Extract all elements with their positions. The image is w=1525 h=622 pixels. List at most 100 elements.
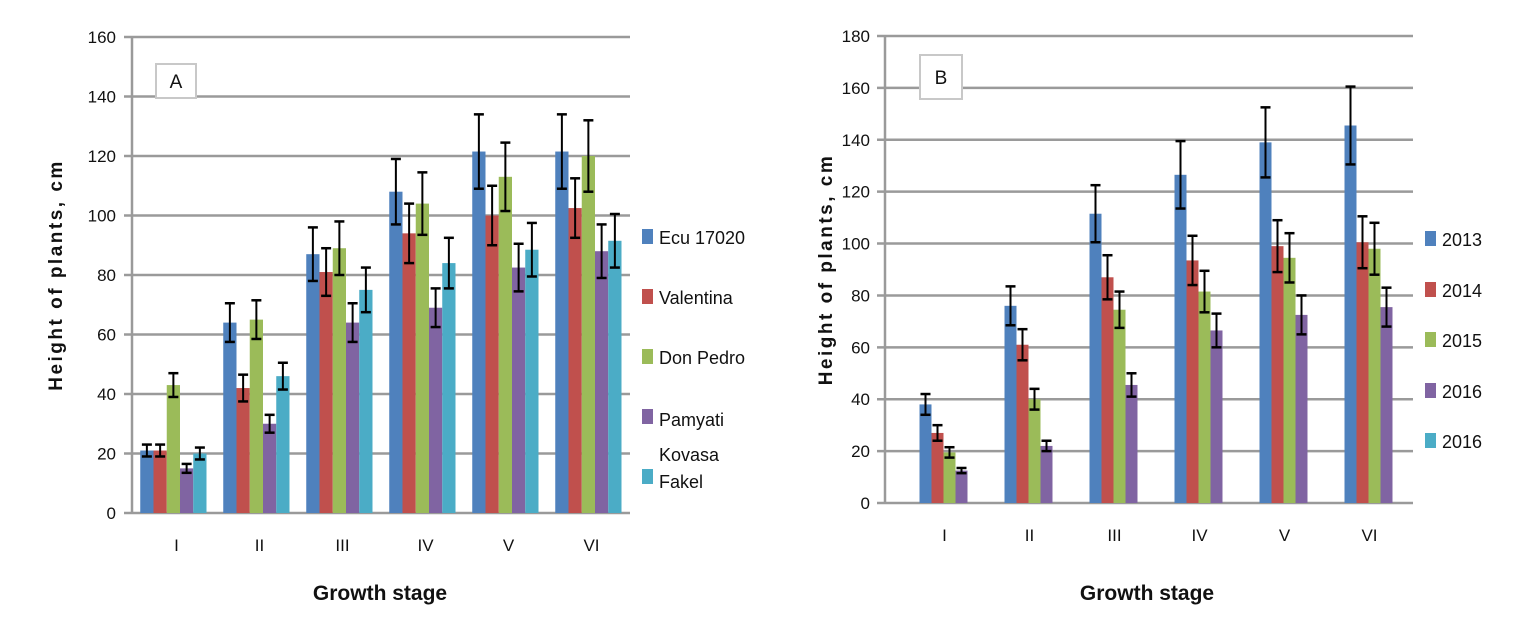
bar — [1101, 277, 1114, 503]
legend-label: Valentina — [659, 288, 734, 308]
legend-label: Fakel — [659, 472, 703, 492]
bar — [276, 376, 290, 513]
bar — [525, 249, 539, 513]
bar — [485, 215, 499, 513]
legend-swatch — [642, 349, 653, 364]
legend-label: 2016 — [1442, 382, 1482, 402]
legend-swatch — [642, 409, 653, 424]
legend-label: Pamyati — [659, 410, 724, 430]
bar — [153, 450, 167, 513]
bar — [223, 322, 237, 513]
bar — [1113, 309, 1126, 503]
y-tick-label: 160 — [88, 28, 116, 47]
y-tick-label: 60 — [851, 338, 870, 357]
panel-label: A — [170, 72, 183, 93]
bar — [415, 203, 429, 513]
bar — [1186, 260, 1199, 503]
legend-swatch — [1425, 282, 1436, 297]
legend-swatch — [1425, 433, 1436, 448]
panel-label: B — [935, 68, 948, 89]
bar — [1283, 257, 1296, 503]
y-tick-label: 20 — [851, 442, 870, 461]
bar — [193, 453, 207, 513]
bar — [943, 452, 956, 503]
y-tick-label: 0 — [861, 494, 870, 513]
bar — [1380, 307, 1393, 503]
bar — [581, 156, 595, 513]
y-tick-label: 80 — [97, 266, 116, 285]
legend-swatch — [642, 469, 653, 484]
bar — [263, 423, 277, 513]
y-axis-title: Height of plants, cm — [816, 154, 837, 386]
y-tick-label: 180 — [842, 27, 870, 46]
y-tick-label: 40 — [97, 385, 116, 404]
x-tick-label: I — [942, 526, 947, 545]
y-tick-label: 20 — [97, 445, 116, 464]
legend-swatch — [1425, 383, 1436, 398]
bar — [1028, 399, 1041, 503]
bar — [346, 322, 360, 513]
bar — [1198, 291, 1211, 503]
x-tick-label: VI — [1361, 526, 1377, 545]
x-tick-label: III — [1107, 526, 1121, 545]
x-tick-label: V — [503, 536, 515, 555]
y-tick-label: 140 — [842, 131, 870, 150]
bar — [180, 468, 194, 513]
x-tick-label: IV — [417, 536, 434, 555]
y-tick-label: 120 — [88, 147, 116, 166]
bar — [1271, 246, 1284, 503]
x-tick-label: III — [335, 536, 349, 555]
x-axis-title: Growth stage — [313, 582, 447, 605]
y-tick-label: 0 — [107, 504, 116, 523]
bar — [595, 251, 609, 513]
y-tick-label: 100 — [88, 207, 116, 226]
bar — [306, 254, 320, 514]
y-tick-label: 140 — [88, 88, 116, 107]
bar — [608, 240, 622, 513]
panel-label-box — [919, 54, 963, 100]
bar — [166, 385, 180, 513]
bar — [236, 388, 250, 513]
bar — [359, 289, 373, 513]
x-tick-label: IV — [1191, 526, 1208, 545]
y-tick-label: 60 — [97, 326, 116, 345]
panel-label-box — [155, 63, 197, 99]
bar — [402, 233, 416, 513]
x-tick-label: V — [1279, 526, 1291, 545]
bar — [568, 208, 582, 513]
x-tick-label: VI — [583, 536, 599, 555]
bar — [512, 267, 526, 513]
bar — [1344, 125, 1357, 503]
bar — [1210, 330, 1223, 503]
bar — [1016, 344, 1029, 503]
bar — [442, 263, 456, 513]
bar — [140, 450, 154, 513]
x-tick-label: II — [1025, 526, 1034, 545]
x-tick-label: I — [174, 536, 179, 555]
bar — [1125, 384, 1138, 503]
legend-label: 2013 — [1442, 230, 1482, 250]
y-axis-title: Height of plants, cm — [46, 159, 67, 391]
legend-label: Kovasa — [659, 445, 720, 465]
bar — [1040, 445, 1053, 503]
legend-label: 2014 — [1442, 281, 1482, 301]
y-tick-label: 40 — [851, 390, 870, 409]
legend-swatch — [642, 229, 653, 244]
legend-label: 2015 — [1442, 331, 1482, 351]
legend-label: Ecu 17020 — [659, 228, 745, 248]
bar — [1089, 213, 1102, 503]
bar — [472, 151, 486, 513]
y-tick-label: 160 — [842, 79, 870, 98]
bar — [389, 191, 403, 513]
y-tick-label: 100 — [842, 235, 870, 254]
bar — [498, 176, 512, 513]
legend-label: 2016 — [1442, 432, 1482, 452]
legend-swatch — [642, 289, 653, 304]
bar — [919, 404, 932, 503]
bar — [249, 319, 263, 513]
bar — [1174, 174, 1187, 503]
bar — [1356, 242, 1369, 503]
